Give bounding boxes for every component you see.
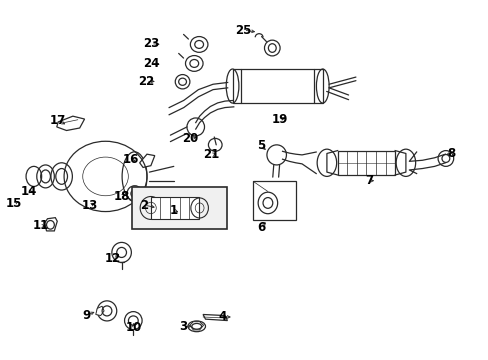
Polygon shape xyxy=(326,150,337,175)
Text: 23: 23 xyxy=(142,37,159,50)
Text: 20: 20 xyxy=(182,132,198,145)
Polygon shape xyxy=(203,315,227,320)
Text: 9: 9 xyxy=(81,309,90,322)
Bar xyxy=(232,69,322,103)
Text: 3: 3 xyxy=(179,320,187,333)
Text: 11: 11 xyxy=(33,219,49,233)
Text: 12: 12 xyxy=(104,252,121,265)
Text: 17: 17 xyxy=(50,114,66,127)
Bar xyxy=(151,197,198,219)
Polygon shape xyxy=(57,116,84,131)
Text: 13: 13 xyxy=(81,199,98,212)
Text: 18: 18 xyxy=(113,190,129,203)
Polygon shape xyxy=(394,150,405,175)
Text: 5: 5 xyxy=(257,139,265,152)
Polygon shape xyxy=(189,321,203,330)
Polygon shape xyxy=(96,306,104,316)
Text: 24: 24 xyxy=(142,57,159,70)
Text: 25: 25 xyxy=(235,24,251,37)
Bar xyxy=(337,150,394,175)
Text: 2: 2 xyxy=(140,199,148,212)
Text: 4: 4 xyxy=(218,310,226,324)
Text: 22: 22 xyxy=(138,75,154,88)
Bar xyxy=(132,187,227,229)
Bar xyxy=(253,181,296,220)
Text: 21: 21 xyxy=(203,148,219,161)
Polygon shape xyxy=(140,154,155,167)
Text: 8: 8 xyxy=(447,147,455,159)
Text: 19: 19 xyxy=(271,113,287,126)
Text: 10: 10 xyxy=(125,320,141,333)
Text: 14: 14 xyxy=(21,185,37,198)
Polygon shape xyxy=(44,218,57,231)
Text: 7: 7 xyxy=(364,174,372,187)
Text: 1: 1 xyxy=(169,204,178,217)
Text: 16: 16 xyxy=(123,153,139,166)
Text: 6: 6 xyxy=(257,221,265,234)
Text: 15: 15 xyxy=(6,197,22,210)
